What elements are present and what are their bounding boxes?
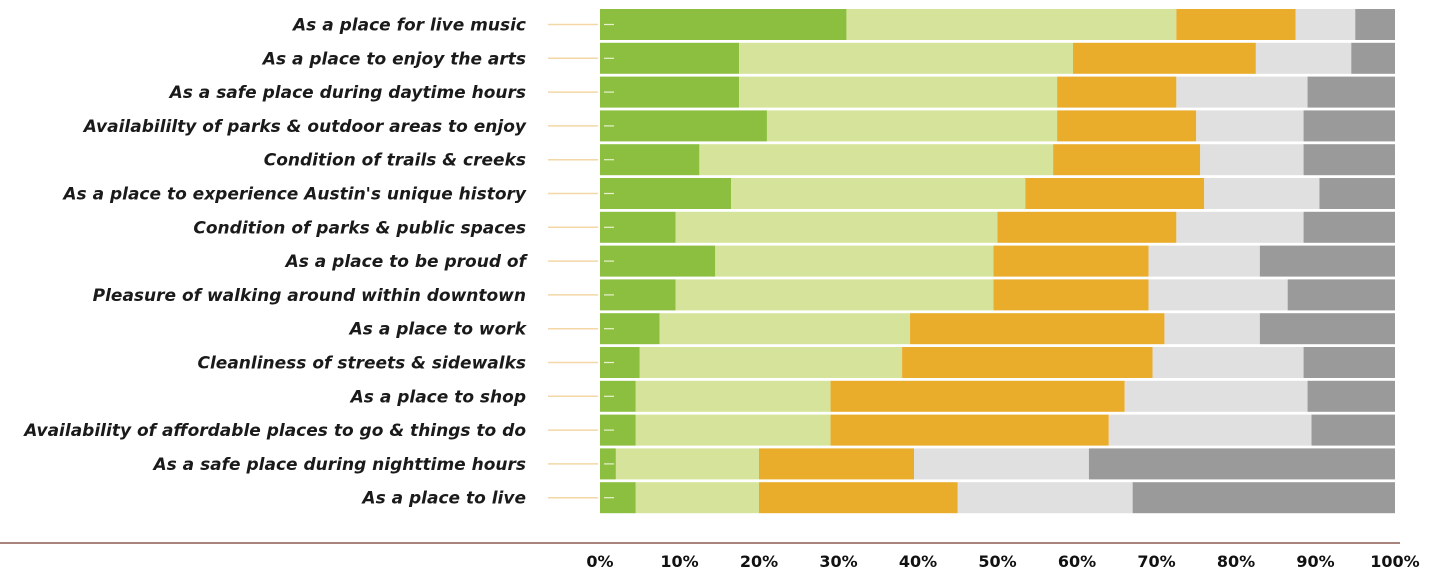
x-tick-label: 100% bbox=[1370, 552, 1419, 571]
bar-segment-series-5 bbox=[1303, 347, 1395, 378]
bar-segment-series-5 bbox=[1303, 110, 1395, 142]
x-tick-label: 20% bbox=[740, 552, 778, 571]
bar-segment-series-5 bbox=[1287, 279, 1395, 311]
x-tick-label: 30% bbox=[819, 552, 857, 571]
category-label: As a safe place during nighttime hours bbox=[151, 455, 526, 475]
bar-segment-series-2 bbox=[675, 279, 994, 311]
x-tick-label: 10% bbox=[660, 552, 698, 571]
bar-segment-series-4 bbox=[957, 482, 1133, 514]
bar-segment-series-2 bbox=[739, 76, 1058, 108]
x-tick-labels: 0% 10% 20% 30% 40% 50% 60% 70% 80% 90% 100% bbox=[586, 552, 1419, 571]
bar-segment-series-3 bbox=[997, 211, 1177, 243]
bar-segment-series-2 bbox=[635, 380, 831, 412]
bar-segment-series-5 bbox=[1259, 245, 1395, 277]
label-connectors bbox=[548, 23, 598, 499]
bar-segment-series-2 bbox=[739, 42, 1074, 74]
bar-segment-series-3 bbox=[1176, 9, 1296, 40]
bar-segment-series-1 bbox=[600, 76, 740, 108]
x-tick-label: 50% bbox=[978, 552, 1016, 571]
bar-segment-series-3 bbox=[902, 347, 1153, 378]
category-label: As a place to work bbox=[348, 320, 528, 340]
bar-segment-series-2 bbox=[635, 482, 759, 514]
bar-segment-series-5 bbox=[1307, 76, 1395, 108]
bar-segment-series-2 bbox=[731, 178, 1026, 209]
bar-segment-series-2 bbox=[635, 414, 831, 446]
bar-segment-series-4 bbox=[1196, 110, 1304, 142]
bar-segment-series-4 bbox=[914, 448, 1089, 480]
bar-segment-series-4 bbox=[1148, 245, 1260, 277]
bar-segment-series-3 bbox=[759, 448, 915, 480]
bar-segment-series-3 bbox=[993, 279, 1149, 311]
bar-segment-series-5 bbox=[1311, 414, 1395, 446]
bar-segment-series-3 bbox=[1053, 144, 1201, 176]
x-tick-label: 40% bbox=[899, 552, 937, 571]
bar-segment-series-5 bbox=[1132, 482, 1395, 514]
bar-segment-series-3 bbox=[1025, 178, 1205, 209]
bar-segment-series-5 bbox=[1259, 313, 1395, 345]
bar-segment-series-5 bbox=[1355, 9, 1395, 40]
category-label: As a place to enjoy the arts bbox=[261, 49, 526, 69]
bar-segment-series-3 bbox=[830, 380, 1125, 412]
bar-segment-series-1 bbox=[600, 110, 767, 142]
bar-segment-series-4 bbox=[1295, 9, 1356, 40]
bar-segment-series-5 bbox=[1303, 144, 1395, 176]
bar-segment-series-2 bbox=[846, 9, 1177, 40]
bar-segment-series-5 bbox=[1088, 448, 1395, 480]
bar-segment-series-4 bbox=[1152, 347, 1304, 378]
category-label: As a safe place during daytime hours bbox=[168, 83, 526, 103]
category-label: As a place to be proud of bbox=[284, 252, 529, 272]
bar-segment-series-2 bbox=[659, 313, 911, 345]
bar-segment-series-3 bbox=[759, 482, 958, 514]
category-label: Condition of trails & creeks bbox=[264, 151, 526, 171]
category-label: Pleasure of walking around within downto… bbox=[93, 286, 526, 306]
bar-segment-series-2 bbox=[639, 347, 903, 378]
bar-segment-series-2 bbox=[615, 448, 759, 480]
bar-segment-series-4 bbox=[1176, 76, 1308, 108]
x-tick-label: 70% bbox=[1137, 552, 1175, 571]
x-tick-label: 90% bbox=[1296, 552, 1334, 571]
bar-segment-series-5 bbox=[1307, 380, 1395, 412]
bar-segment-series-4 bbox=[1124, 380, 1308, 412]
bar-segment-series-3 bbox=[1073, 42, 1256, 74]
category-label: As a place to experience Austin's unique… bbox=[61, 185, 527, 205]
category-label: Availability of affordable places to go … bbox=[22, 421, 526, 441]
bar-segment-series-3 bbox=[910, 313, 1165, 345]
bars bbox=[600, 9, 1395, 514]
bar-segment-series-2 bbox=[675, 211, 998, 243]
category-label: As a place for live music bbox=[291, 16, 526, 36]
bar-segment-series-2 bbox=[699, 144, 1054, 176]
bar-segment-series-3 bbox=[830, 414, 1109, 446]
bar-segment-series-1 bbox=[600, 42, 740, 74]
bar-segment-series-5 bbox=[1351, 42, 1395, 74]
bar-segment-series-4 bbox=[1108, 414, 1312, 446]
bar-segment-series-1 bbox=[600, 144, 700, 176]
x-tick-label: 60% bbox=[1058, 552, 1096, 571]
x-tick-label: 0% bbox=[586, 552, 613, 571]
x-tick-label: 80% bbox=[1217, 552, 1255, 571]
bar-segment-series-4 bbox=[1200, 144, 1304, 176]
bar-segment-series-3 bbox=[1057, 76, 1177, 108]
bar-segment-series-5 bbox=[1303, 211, 1395, 243]
bar-segment-series-2 bbox=[766, 110, 1058, 142]
bar-segment-series-2 bbox=[715, 245, 994, 277]
bar-segment-series-1 bbox=[600, 245, 716, 277]
category-label: Condition of parks & public spaces bbox=[193, 218, 526, 238]
bar-segment-series-4 bbox=[1148, 279, 1288, 311]
bar-segment-series-5 bbox=[1319, 178, 1395, 209]
bar-segment-series-1 bbox=[600, 178, 732, 209]
bar-segment-series-4 bbox=[1255, 42, 1352, 74]
category-label: Availabililty of parks & outdoor areas t… bbox=[82, 117, 527, 137]
bar-segment-series-3 bbox=[1057, 110, 1197, 142]
bar-segment-series-4 bbox=[1164, 313, 1260, 345]
bar-segment-series-4 bbox=[1204, 178, 1320, 209]
bar-segment-series-1 bbox=[600, 9, 847, 40]
bar-segment-series-4 bbox=[1176, 211, 1304, 243]
category-label: As a place to shop bbox=[349, 387, 526, 407]
category-labels: As a place for live music As a place to e… bbox=[22, 16, 528, 509]
category-label: As a place to live bbox=[360, 489, 526, 509]
category-label: Cleanliness of streets & sidewalks bbox=[197, 354, 526, 374]
bar-segment-series-3 bbox=[993, 245, 1149, 277]
